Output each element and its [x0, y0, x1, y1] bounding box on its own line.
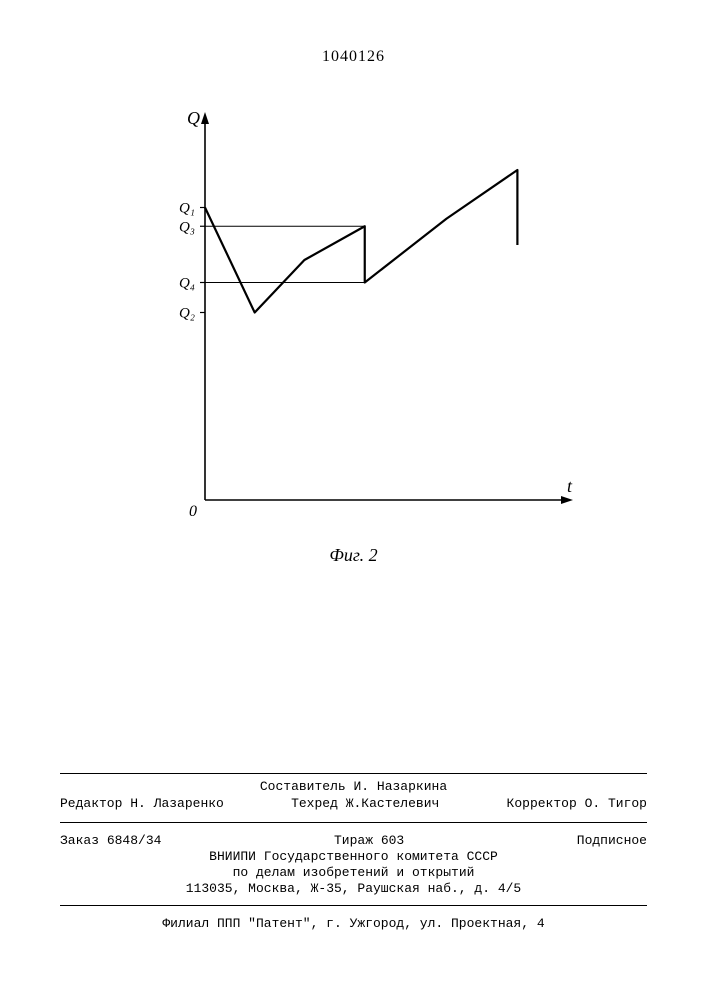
corrector-block: Корректор О. Тигор [507, 795, 647, 813]
techred-name: Ж.Кастелевич [346, 796, 440, 811]
print-run-block: Тираж 603 [334, 832, 404, 850]
divider [60, 905, 647, 906]
divider [60, 773, 647, 774]
org-line-2: по делам изобретений и открытий [60, 864, 647, 882]
composer-name: И. Назаркина [354, 779, 448, 794]
corrector-name: О. Тигор [585, 796, 647, 811]
order-block: Заказ 6848/34 [60, 832, 161, 850]
org-line-1: ВНИИПИ Государственного комитета СССР [60, 848, 647, 866]
svg-text:t: t [567, 476, 573, 496]
order-number: 6848/34 [107, 833, 162, 848]
print-run-number: 603 [381, 833, 404, 848]
svg-text:Q: Q [187, 110, 200, 128]
techred-label: Техред [291, 796, 338, 811]
corrector-label: Корректор [507, 796, 577, 811]
composer-label: Составитель [260, 779, 346, 794]
svg-text:Q₄: Q₄ [179, 276, 195, 292]
editor-line: Редактор Н. Лазаренко Техред Ж.Кастелеви… [60, 795, 647, 813]
order-label: Заказ [60, 833, 99, 848]
figure-chart: 0 Qt Q₁ Q₃ Q₄ Q₂ [150, 110, 580, 530]
branch-line: Филиал ППП "Патент", г. Ужгород, ул. Про… [60, 915, 647, 933]
order-line: Заказ 6848/34 Тираж 603 Подписное [60, 832, 647, 850]
svg-text:Q₃: Q₃ [179, 219, 195, 235]
editor-name: Н. Лазаренко [130, 796, 224, 811]
svg-text:0: 0 [189, 503, 197, 520]
divider [60, 822, 647, 823]
address-line: 113035, Москва, Ж-35, Раушская наб., д. … [60, 880, 647, 898]
composer-line: Составитель И. Назаркина [60, 778, 647, 796]
editor-label: Редактор [60, 796, 122, 811]
editor-block: Редактор Н. Лазаренко [60, 795, 224, 813]
svg-text:Q₁: Q₁ [179, 201, 195, 217]
figure-caption: Фиг. 2 [0, 545, 707, 566]
techred-block: Техред Ж.Кастелевич [291, 795, 439, 813]
svg-text:Q₂: Q₂ [179, 306, 195, 322]
print-run-label: Тираж [334, 833, 373, 848]
subscription-label: Подписное [577, 832, 647, 850]
page-number: 1040126 [0, 48, 707, 66]
